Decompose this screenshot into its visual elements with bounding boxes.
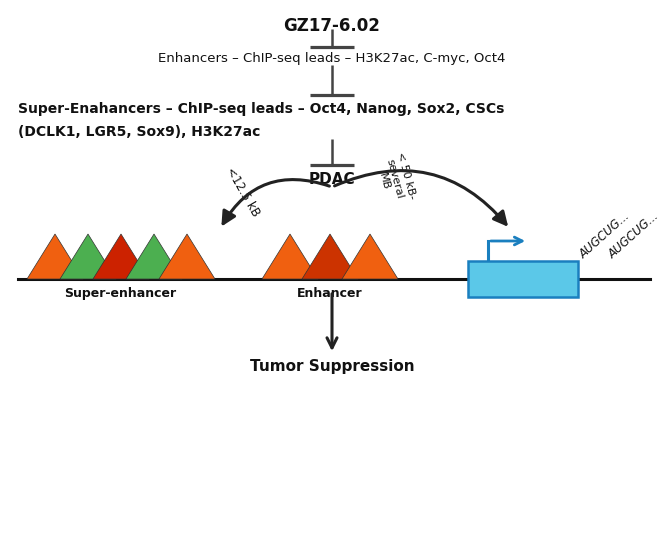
FancyBboxPatch shape xyxy=(468,261,578,297)
Text: Enhancers – ChIP-seq leads – H3K27ac, C-myc, Oct4: Enhancers – ChIP-seq leads – H3K27ac, C-… xyxy=(158,52,505,65)
FancyArrowPatch shape xyxy=(223,179,329,224)
Text: < 50 kB-
several
MB: < 50 kB- several MB xyxy=(372,152,418,207)
FancyArrowPatch shape xyxy=(334,170,506,224)
Text: AUGCUG...: AUGCUG... xyxy=(577,209,633,261)
Text: Super-enhancer: Super-enhancer xyxy=(64,287,176,300)
Polygon shape xyxy=(159,234,215,279)
Polygon shape xyxy=(60,234,116,279)
Text: Tumor Suppression: Tumor Suppression xyxy=(249,359,414,374)
Polygon shape xyxy=(126,234,182,279)
Text: AUGCUG...: AUGCUG... xyxy=(606,209,662,261)
Text: <12.5 kB: <12.5 kB xyxy=(223,165,262,219)
Polygon shape xyxy=(342,234,398,279)
Polygon shape xyxy=(27,234,83,279)
Polygon shape xyxy=(93,234,149,279)
Polygon shape xyxy=(262,234,318,279)
Text: Super-Enahancers – ChIP-seq leads – Oct4, Nanog, Sox2, CSCs: Super-Enahancers – ChIP-seq leads – Oct4… xyxy=(18,102,504,116)
Text: (DCLK1, LGR5, Sox9), H3K27ac: (DCLK1, LGR5, Sox9), H3K27ac xyxy=(18,125,261,139)
Text: Enhancer: Enhancer xyxy=(297,287,363,300)
Text: GZ17-6.02: GZ17-6.02 xyxy=(283,17,380,35)
Polygon shape xyxy=(302,234,358,279)
Text: PDAC: PDAC xyxy=(309,172,355,187)
